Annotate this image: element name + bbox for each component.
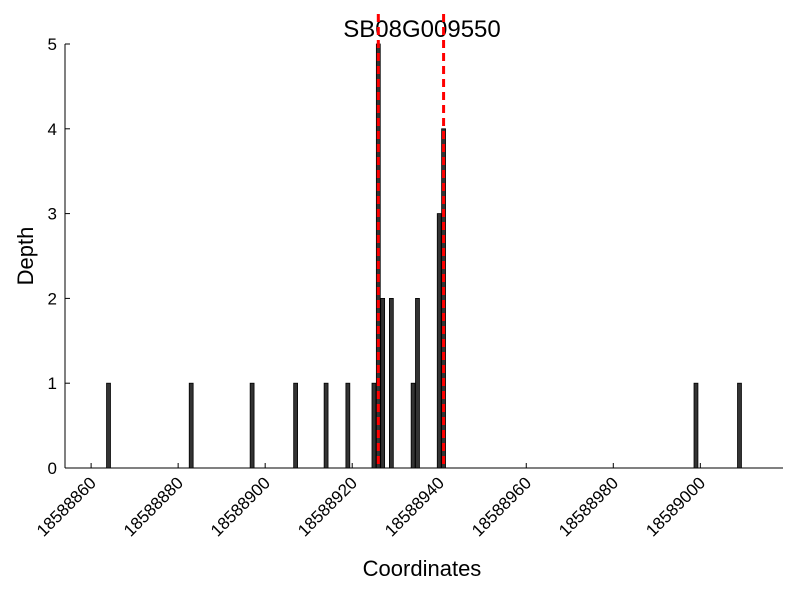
- y-axis-label: Depth: [13, 227, 38, 286]
- bar: [436, 213, 442, 469]
- bar: [410, 382, 416, 469]
- x-tick-label: 18588960: [468, 473, 535, 540]
- bar: [323, 382, 329, 469]
- x-tick-label: 18588900: [207, 473, 274, 540]
- y-tick-label: 0: [48, 459, 57, 478]
- x-tick-label: 18588860: [33, 473, 100, 540]
- bar: [441, 128, 446, 469]
- x-tick-label: 18588920: [294, 473, 361, 540]
- y-tick-label: 2: [48, 289, 57, 308]
- bar: [371, 382, 377, 469]
- bar: [345, 382, 351, 469]
- y-tick-label: 5: [48, 35, 57, 54]
- x-tick-label: 18588980: [555, 473, 622, 540]
- y-tick-label: 3: [48, 205, 57, 224]
- x-axis-label: Coordinates: [363, 556, 482, 581]
- bar: [380, 297, 386, 469]
- y-tick-label: 1: [48, 374, 57, 393]
- x-tick-label: 18589000: [642, 473, 709, 540]
- bar: [415, 297, 420, 469]
- bar: [737, 382, 742, 469]
- bar: [389, 297, 394, 469]
- x-tick-label: 18588880: [120, 473, 187, 540]
- x-tick-label: 18588940: [381, 473, 448, 540]
- chart-title: SB08G009550: [343, 16, 500, 43]
- bar: [293, 382, 298, 469]
- bar: [188, 382, 194, 469]
- bar: [693, 382, 699, 469]
- y-tick-label: 4: [48, 120, 57, 139]
- bar: [249, 382, 255, 469]
- bar: [106, 382, 111, 469]
